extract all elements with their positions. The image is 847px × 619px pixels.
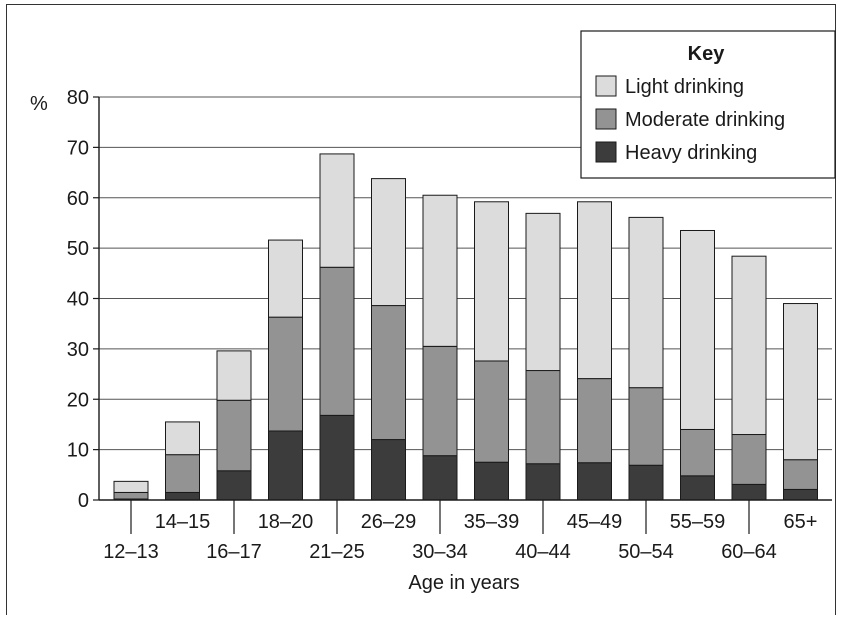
legend-swatch (595, 75, 617, 97)
y-tick-label: 40 (67, 289, 89, 311)
bar-heavy-drinking (216, 470, 252, 501)
y-tick-label: 60 (67, 188, 89, 210)
x-tick-label: 50–54 (618, 541, 674, 563)
bar-moderate-drinking (165, 454, 200, 493)
legend-items: Light drinking Moderate drinking Heavy dri… (595, 75, 785, 164)
x-tick-label: 65+ (784, 511, 818, 533)
bar-moderate-drinking (216, 399, 252, 472)
bar-heavy-drinking (371, 439, 406, 501)
bar-moderate-drinking (268, 316, 303, 432)
bar-heavy-drinking (680, 475, 715, 501)
bar-heavy-drinking (319, 414, 355, 501)
bar-moderate-drinking (113, 491, 149, 500)
bars (113, 153, 818, 501)
y-tick-label: 0 (78, 490, 89, 512)
y-tick-label: 30 (67, 339, 89, 361)
y-tick-label: 20 (67, 389, 89, 411)
x-tick-label: 35–39 (464, 511, 520, 533)
bar-heavy-drinking (525, 463, 561, 501)
x-tick-label: 40–44 (515, 541, 571, 563)
bar-heavy-drinking (783, 488, 818, 501)
bar-light-drinking (628, 216, 664, 389)
x-tick-labels: 12–13 14–15 16–17 18–20 21–25 26–29 30–34 35–39… (103, 511, 817, 563)
bar-moderate-drinking (783, 459, 818, 490)
x-tick-label: 55–59 (670, 511, 726, 533)
bar-moderate-drinking (731, 434, 767, 485)
bar-heavy-drinking (628, 464, 664, 501)
bar-moderate-drinking (628, 387, 664, 466)
bar-light-drinking (474, 201, 509, 362)
y-tick-labels: 0 10 20 30 40 50 60 70 80 (67, 87, 89, 512)
bar-light-drinking (577, 201, 612, 380)
legend-title: Key (688, 43, 726, 65)
bar-light-drinking (113, 480, 149, 493)
x-tick-label: 12–13 (103, 541, 159, 563)
legend-swatch (595, 141, 617, 163)
x-tick-label: 45–49 (567, 511, 623, 533)
y-axis-label: % (30, 93, 48, 115)
bar-light-drinking (783, 303, 818, 461)
x-tick-label: 16–17 (206, 541, 262, 563)
bar-moderate-drinking (474, 360, 509, 463)
figure-frame (6, 4, 836, 615)
bar-heavy-drinking (268, 430, 303, 501)
bar-light-drinking (268, 239, 303, 318)
x-tick-label: 26–29 (361, 511, 417, 533)
bar-light-drinking (216, 350, 252, 401)
bar-moderate-drinking (371, 305, 406, 441)
bar-light-drinking (525, 212, 561, 372)
bar-heavy-drinking (422, 455, 458, 501)
x-tick-label: 18–20 (258, 511, 314, 533)
bar-heavy-drinking (577, 462, 612, 501)
y-tick-label: 10 (67, 440, 89, 462)
bar-moderate-drinking (680, 428, 715, 477)
x-tick-label: 30–34 (412, 541, 468, 563)
legend: Key Light drinking Moderate drinking Heavy… (580, 30, 836, 179)
bar-heavy-drinking (165, 491, 200, 501)
legend-swatch (595, 108, 617, 130)
bar-moderate-drinking (319, 266, 355, 416)
legend-label: Moderate drinking (625, 109, 785, 131)
bar-light-drinking (731, 255, 767, 436)
bar-light-drinking (422, 194, 458, 347)
bar-heavy-drinking (474, 461, 509, 501)
legend-box (580, 30, 836, 179)
bar-moderate-drinking (422, 345, 458, 457)
axes (93, 96, 832, 534)
x-tick-label: 14–15 (155, 511, 211, 533)
bar-light-drinking (319, 153, 355, 268)
y-tick-label: 50 (67, 238, 89, 260)
bar-light-drinking (680, 229, 715, 430)
legend-label: Light drinking (625, 76, 744, 98)
x-tick-label: 21–25 (309, 541, 365, 563)
bar-moderate-drinking (525, 370, 561, 465)
legend-label: Heavy drinking (625, 142, 757, 164)
bar-moderate-drinking (577, 378, 612, 464)
y-tick-label: 80 (67, 87, 89, 109)
y-tick-label: 70 (67, 137, 89, 159)
bar-heavy-drinking (731, 483, 767, 501)
bar-light-drinking (165, 421, 200, 456)
x-tick-label: 60–64 (721, 541, 777, 563)
x-axis-label: Age in years (408, 572, 519, 594)
bar-light-drinking (371, 178, 406, 307)
